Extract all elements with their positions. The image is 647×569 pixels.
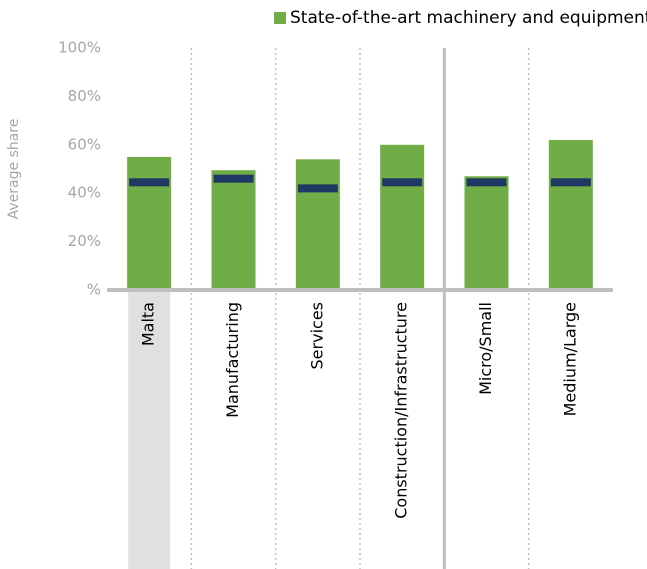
bar [380,144,425,290]
bar [295,159,340,290]
eu-average-marker [213,174,254,183]
y-tick-label: % [87,281,101,299]
eu-average-marker [129,178,170,187]
x-tick-label: Construction/Infrastructure [392,302,411,519]
y-tick-label: 80% [68,87,101,105]
y-tick-label: 20% [68,232,101,250]
y-tick-label: 60% [68,135,101,153]
highlight-band [128,290,171,569]
x-tick-label: Medium/Large [560,302,579,416]
x-tick-label: Services [307,302,326,369]
bar [548,139,593,290]
eu-average-marker [382,178,423,187]
eu-average-marker [550,178,591,187]
y-tick-label: 100% [58,39,101,57]
bar [211,170,256,290]
x-tick-label: Malta [139,302,158,346]
legend-swatch [274,12,286,24]
x-tick-label: Micro/Small [476,302,495,395]
eu-average-marker [466,178,507,187]
legend-label: State-of-the-art machinery and equipment [290,8,647,28]
y-axis-title: Average share [6,119,22,220]
bar [127,156,172,290]
bar [464,176,509,290]
eu-average-marker [297,184,338,193]
y-tick-label: 40% [68,184,101,202]
x-tick-label: Manufacturing [223,302,242,418]
